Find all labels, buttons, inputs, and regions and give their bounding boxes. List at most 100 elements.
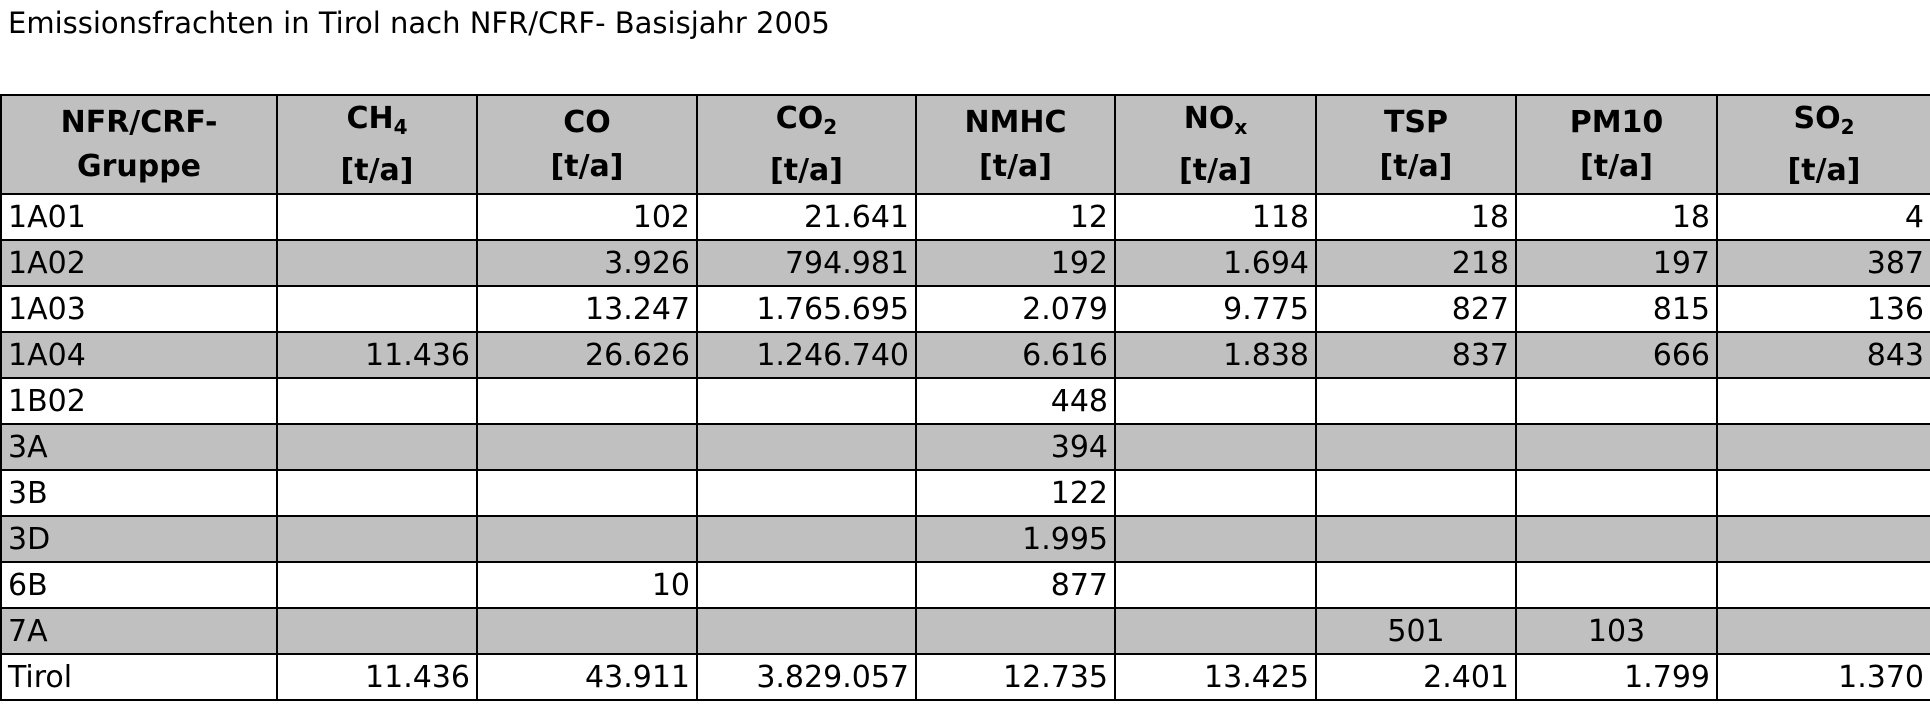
header-label: SO xyxy=(1793,100,1841,136)
value-cell: 13.247 xyxy=(476,285,698,333)
row-label: 3A xyxy=(0,423,278,471)
table-row: 6B 10 877 xyxy=(0,561,1930,609)
header-subscript: x xyxy=(1234,114,1248,139)
header-cell: NOx [t/a] xyxy=(1114,94,1317,195)
value-cell: 1.765.695 xyxy=(696,285,917,333)
value-cell xyxy=(476,377,698,425)
value-cell: 815 xyxy=(1515,285,1718,333)
value-cell: 1.995 xyxy=(915,515,1116,563)
value-cell xyxy=(1315,377,1517,425)
value-cell: 837 xyxy=(1315,331,1517,379)
value-cell: 10 xyxy=(476,561,698,609)
value-cell: 118 xyxy=(1114,193,1317,241)
value-cell: 794.981 xyxy=(696,239,917,287)
value-cell xyxy=(276,607,478,655)
row-label: 6B xyxy=(0,561,278,609)
value-cell xyxy=(696,607,917,655)
value-cell xyxy=(1515,469,1718,517)
value-cell xyxy=(1716,561,1930,609)
value-cell xyxy=(1114,423,1317,471)
row-label: 3D xyxy=(0,515,278,563)
value-cell xyxy=(696,377,917,425)
value-cell: 1.799 xyxy=(1515,653,1718,701)
header-unit: [t/a] xyxy=(1379,148,1453,184)
row-label: 3B xyxy=(0,469,278,517)
row-label: 1A02 xyxy=(0,239,278,287)
header-cell: NFR/CRF- Gruppe xyxy=(0,94,278,195)
value-cell xyxy=(696,561,917,609)
row-label: Tirol xyxy=(0,653,278,701)
value-cell: 394 xyxy=(915,423,1116,471)
value-cell xyxy=(1716,423,1930,471)
value-cell xyxy=(276,423,478,471)
value-cell xyxy=(276,239,478,287)
value-cell: 18 xyxy=(1315,193,1517,241)
value-cell: 1.246.740 xyxy=(696,331,917,379)
header-unit: [t/a] xyxy=(340,152,414,188)
value-cell: 11.436 xyxy=(276,653,478,701)
header-label: NO xyxy=(1183,100,1235,136)
value-cell: 827 xyxy=(1315,285,1517,333)
value-cell: 843 xyxy=(1716,331,1930,379)
value-cell xyxy=(1315,515,1517,563)
table-row: 1A04 11.436 26.626 1.246.740 6.616 1.838 837 66… xyxy=(0,331,1930,379)
header-unit: Gruppe xyxy=(76,148,202,184)
value-cell xyxy=(276,377,478,425)
value-cell xyxy=(1716,377,1930,425)
header-label: CO xyxy=(563,104,611,140)
value-cell xyxy=(696,423,917,471)
value-cell xyxy=(1114,607,1317,655)
value-cell xyxy=(696,515,917,563)
value-cell: 13.425 xyxy=(1114,653,1317,701)
table-row: 3A 394 xyxy=(0,423,1930,471)
table-row: Tirol 11.436 43.911 3.829.057 12.735 13.425 2.… xyxy=(0,653,1930,701)
table-row: 3D 1.995 xyxy=(0,515,1930,563)
value-cell xyxy=(276,469,478,517)
value-cell xyxy=(1114,515,1317,563)
value-cell xyxy=(1114,377,1317,425)
value-cell xyxy=(476,423,698,471)
emission-table: NFR/CRF- Gruppe CH4 [t/a] CO [t/a] CO2 [t/a] NMH… xyxy=(0,94,1930,701)
value-cell: 1.694 xyxy=(1114,239,1317,287)
value-cell xyxy=(476,515,698,563)
row-label: 1A03 xyxy=(0,285,278,333)
value-cell: 1.370 xyxy=(1716,653,1930,701)
header-unit: [t/a] xyxy=(979,148,1052,184)
header-label: NFR/CRF- xyxy=(60,104,218,140)
value-cell xyxy=(1315,469,1517,517)
value-cell: 2.079 xyxy=(915,285,1116,333)
table-row: 7A 501 103 xyxy=(0,607,1930,655)
value-cell xyxy=(1515,515,1718,563)
value-cell xyxy=(915,607,1116,655)
value-cell: 666 xyxy=(1515,331,1718,379)
value-cell: 197 xyxy=(1515,239,1718,287)
table-row: 3B 122 xyxy=(0,469,1930,517)
value-cell: 136 xyxy=(1716,285,1930,333)
value-cell xyxy=(276,515,478,563)
header-row: NFR/CRF- Gruppe CH4 [t/a] CO [t/a] CO2 [t/a] NMH… xyxy=(0,94,1930,195)
value-cell: 102 xyxy=(476,193,698,241)
value-cell xyxy=(1515,561,1718,609)
value-cell xyxy=(1315,423,1517,471)
value-cell xyxy=(1716,607,1930,655)
value-cell xyxy=(476,469,698,517)
value-cell: 11.436 xyxy=(276,331,478,379)
value-cell: 448 xyxy=(915,377,1116,425)
value-cell: 192 xyxy=(915,239,1116,287)
header-cell: PM10 [t/a] xyxy=(1515,94,1718,195)
header-label: CH xyxy=(346,100,394,136)
header-cell: SO2 [t/a] xyxy=(1716,94,1930,195)
value-cell xyxy=(1114,561,1317,609)
value-cell: 387 xyxy=(1716,239,1930,287)
header-unit: [t/a] xyxy=(1179,152,1252,188)
value-cell xyxy=(276,561,478,609)
value-cell: 3.926 xyxy=(476,239,698,287)
value-cell xyxy=(276,285,478,333)
row-label: 1A04 xyxy=(0,331,278,379)
row-label: 1B02 xyxy=(0,377,278,425)
value-cell xyxy=(1716,469,1930,517)
row-label: 1A01 xyxy=(0,193,278,241)
row-label: 7A xyxy=(0,607,278,655)
value-cell: 3.829.057 xyxy=(696,653,917,701)
value-cell xyxy=(696,469,917,517)
